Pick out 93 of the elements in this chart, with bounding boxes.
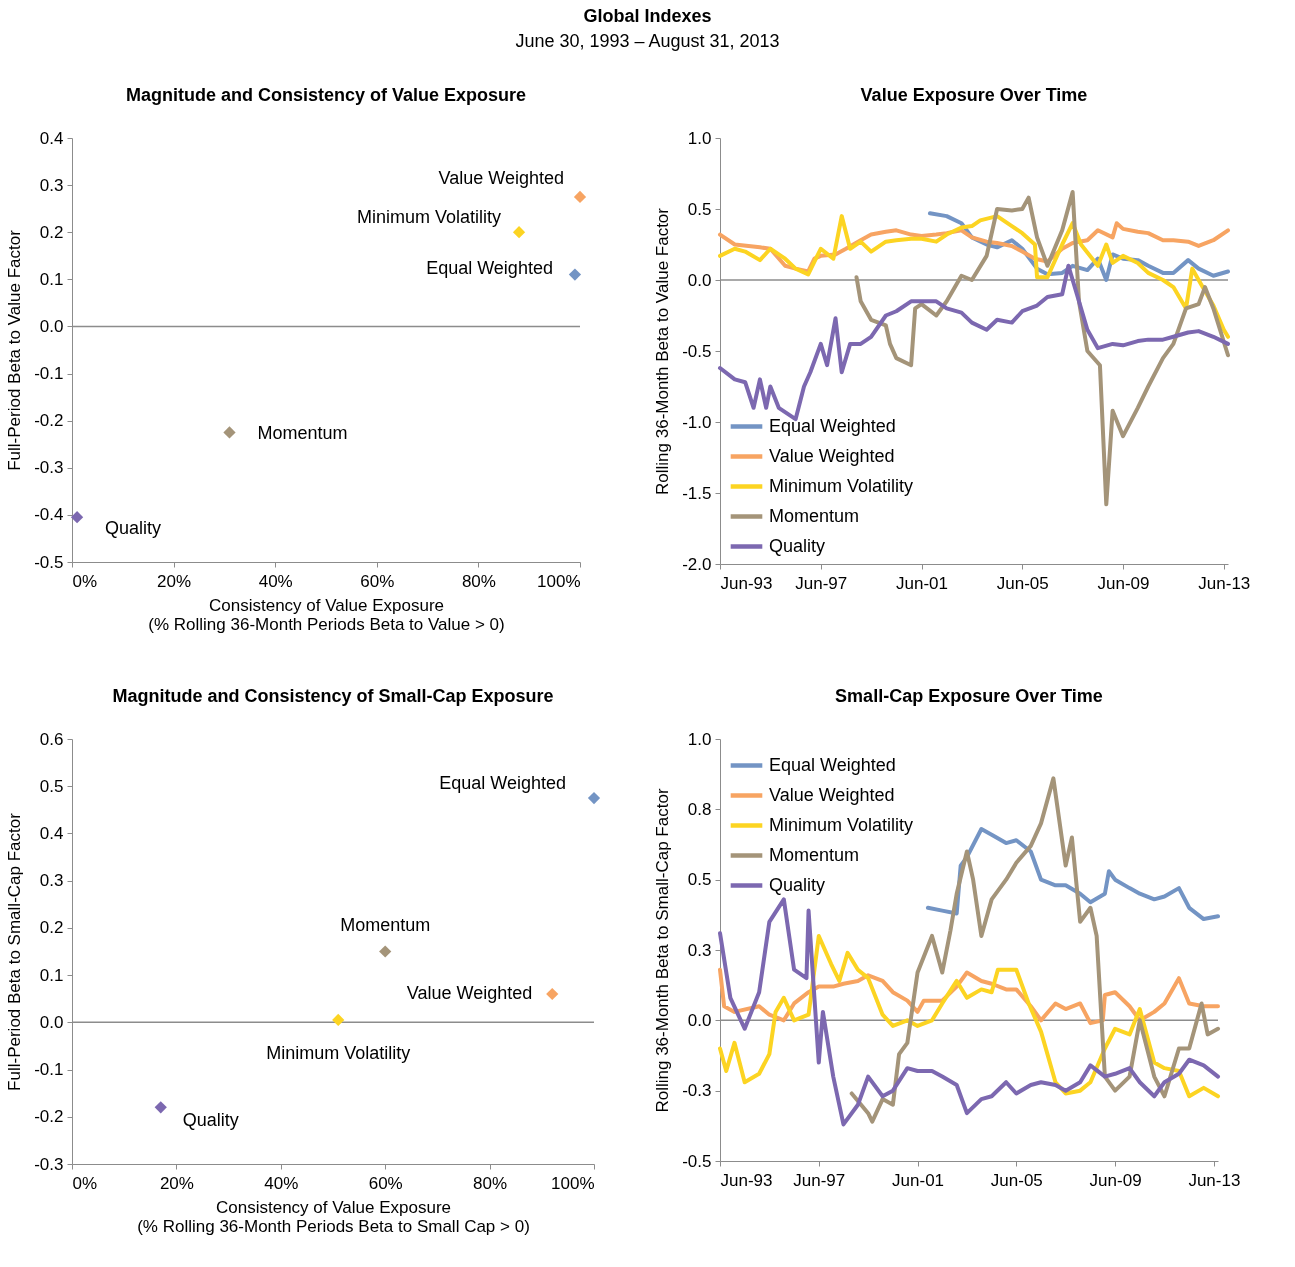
y-tick-label: -0.3 bbox=[682, 1081, 712, 1101]
y-tick-label: 1.0 bbox=[687, 729, 712, 749]
y-tick-label: 0.5 bbox=[687, 870, 712, 890]
chart-title: Value Exposure Over Time bbox=[860, 85, 1088, 105]
series-label: Equal Weighted bbox=[439, 773, 566, 794]
line-series bbox=[718, 214, 1230, 339]
y-tick-label: -0.5 bbox=[34, 552, 64, 572]
x-tick-label: 100% bbox=[551, 1173, 595, 1193]
y-axis-title: Full-Period Beta to Small-Cap Factor bbox=[5, 812, 25, 1091]
y-tick-label: -1.5 bbox=[682, 483, 712, 503]
y-tick-label: -0.2 bbox=[34, 411, 64, 431]
x-tick-label: Jun-13 bbox=[1198, 573, 1251, 593]
chart-title: Small-Cap Exposure Over Time bbox=[835, 686, 1103, 706]
x-tick-label: Jun-93 bbox=[720, 573, 773, 593]
y-tick-label: 0.4 bbox=[39, 128, 64, 148]
series-label: Minimum Volatility bbox=[266, 1042, 411, 1063]
x-tick-label: 100% bbox=[537, 571, 581, 591]
y-axis-title: Rolling 36-Month Beta to Small-Cap Factor bbox=[653, 788, 673, 1113]
x-axis-title: Consistency of Value Exposure (% Rolling 36-Month Periods Beta to Value > 0) bbox=[148, 595, 505, 634]
y-tick-label: 0.8 bbox=[687, 799, 712, 819]
y-tick-label: -1.0 bbox=[682, 412, 712, 432]
y-tick-label: 0.0 bbox=[687, 270, 712, 290]
y-tick-label: 0.3 bbox=[39, 175, 64, 195]
y-tick-label: 0.1 bbox=[39, 965, 64, 985]
legend-label: Equal Weighted bbox=[769, 754, 896, 775]
series-label: Equal Weighted bbox=[426, 257, 553, 278]
y-tick-label: -0.1 bbox=[34, 1060, 64, 1080]
y-tick-label: 0.2 bbox=[39, 222, 64, 242]
x-tick-label: 40% bbox=[258, 571, 293, 591]
y-tick-label: -0.2 bbox=[34, 1107, 64, 1127]
text: June 30, 1993 – August 31, 2013 bbox=[514, 31, 781, 52]
x-tick-label: Jun-01 bbox=[892, 1170, 945, 1190]
series-label: Momentum bbox=[340, 914, 431, 935]
x-tick-label: 0% bbox=[72, 1173, 98, 1193]
y-tick-label: 0.3 bbox=[39, 871, 64, 891]
x-axis-title: Consistency of Value Exposure (% Rolling 36-Month Periods Beta to Small Cap > 0) bbox=[137, 1197, 530, 1236]
y-tick-label: 0.5 bbox=[39, 776, 64, 796]
x-tick-label: 20% bbox=[157, 571, 192, 591]
y-tick-label: 0.0 bbox=[39, 316, 64, 336]
legend-label: Value Weighted bbox=[769, 445, 895, 466]
y-tick-label: 0.6 bbox=[39, 729, 64, 749]
y-axis-title: Full-Period Beta to Value Factor bbox=[5, 229, 25, 471]
x-tick-label: Jun-97 bbox=[795, 573, 848, 593]
y-tick-label: 0.1 bbox=[39, 269, 64, 289]
y-tick-label: -0.5 bbox=[682, 1151, 712, 1171]
series-label: Quality bbox=[105, 518, 162, 539]
x-tick-label: 80% bbox=[461, 571, 496, 591]
y-tick-label: -0.1 bbox=[34, 364, 64, 384]
y-tick-label: 0.0 bbox=[39, 1012, 64, 1032]
y-tick-label: -2.0 bbox=[682, 554, 712, 574]
x-tick-label: Jun-01 bbox=[896, 573, 949, 593]
y-tick-label: 0.2 bbox=[39, 918, 64, 938]
series-label: Minimum Volatility bbox=[356, 207, 502, 228]
chart-title: Magnitude and Consistency of Small-Cap Exposure bbox=[112, 686, 554, 706]
series-label: Momentum bbox=[257, 423, 348, 444]
y-tick-label: 0.5 bbox=[687, 199, 712, 219]
y-tick-label: 0.3 bbox=[687, 940, 712, 960]
x-tick-label: 80% bbox=[473, 1173, 508, 1193]
series-label: Quality bbox=[182, 1110, 239, 1131]
line-series bbox=[718, 897, 1220, 1127]
legend-label: Momentum bbox=[769, 844, 860, 865]
chart-title: Magnitude and Consistency of Value Exposure bbox=[125, 85, 527, 105]
x-tick-label: 0% bbox=[72, 571, 98, 591]
y-tick-label: 1.0 bbox=[687, 128, 712, 148]
x-tick-label: Jun-93 bbox=[720, 1170, 773, 1190]
series-label: Value Weighted bbox=[406, 983, 533, 1003]
legend-label: Momentum bbox=[769, 505, 860, 526]
x-tick-label: Jun-97 bbox=[793, 1170, 846, 1190]
y-tick-label: -0.3 bbox=[34, 458, 64, 478]
legend-label: Minimum Volatility bbox=[769, 475, 914, 496]
legend-label: Value Weighted bbox=[769, 784, 895, 805]
y-tick-label: -0.4 bbox=[34, 505, 64, 525]
x-tick-label: 20% bbox=[159, 1173, 194, 1193]
x-tick-label: Jun-09 bbox=[1089, 1170, 1142, 1190]
x-tick-label: 60% bbox=[368, 1173, 403, 1193]
y-axis-title: Rolling 36-Month Beta to Value Factor bbox=[653, 207, 673, 495]
text: Global Indexes bbox=[582, 6, 713, 27]
legend-label: Quality bbox=[769, 874, 826, 895]
y-tick-label: -0.5 bbox=[682, 341, 712, 361]
x-tick-label: Jun-13 bbox=[1188, 1170, 1241, 1190]
line-series bbox=[718, 933, 1220, 1099]
y-tick-label: 0.0 bbox=[687, 1010, 712, 1030]
x-tick-label: Jun-09 bbox=[1097, 573, 1150, 593]
legend-label: Minimum Volatility bbox=[769, 814, 914, 835]
y-tick-label: 0.4 bbox=[39, 823, 64, 843]
x-tick-label: 40% bbox=[264, 1173, 299, 1193]
legend-label: Equal Weighted bbox=[769, 415, 896, 436]
x-tick-label: Jun-05 bbox=[996, 573, 1049, 593]
x-tick-label: Jun-05 bbox=[990, 1170, 1043, 1190]
legend-label: Quality bbox=[769, 535, 826, 556]
series-label: Value Weighted bbox=[438, 167, 564, 188]
x-tick-label: 60% bbox=[360, 571, 395, 591]
y-tick-label: -0.3 bbox=[34, 1154, 64, 1174]
